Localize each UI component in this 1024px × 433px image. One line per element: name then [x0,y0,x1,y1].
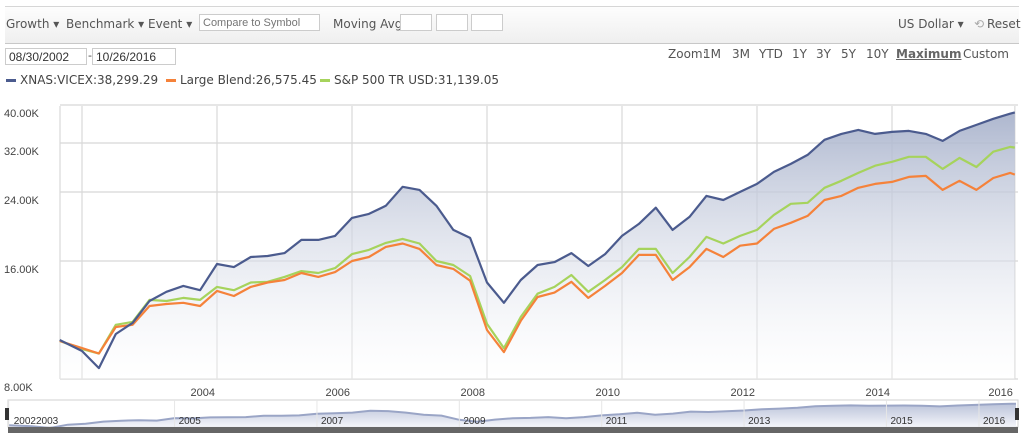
legend-item-large-blend[interactable]: Large Blend:26,575.45 [166,73,317,87]
benchmark-dropdown[interactable]: Benchmark ▾ [66,17,145,31]
series-line-xnas-vicex [59,111,1016,370]
legend-swatch [6,79,16,82]
navigator-label: 2007 [321,416,344,427]
moving-avg-input-2[interactable] [436,14,468,31]
legend-swatch [166,79,176,82]
chart-toolbar: Growth ▾ Benchmark ▾ Event ▾ Moving Avg … [5,6,1021,44]
zoom-1m[interactable]: 1M [703,47,721,61]
compare-symbol-input[interactable] [199,14,320,31]
navigator-label: 2005 [179,416,202,427]
zoom-maximum[interactable]: Maximum [896,47,962,61]
navigator-label: 2015 [890,416,913,427]
event-dropdown[interactable]: Event ▾ [148,17,193,31]
x-tick-label: 2016 [988,387,1012,399]
moving-avg-input-1[interactable] [400,14,432,31]
navigator-line [8,402,1017,430]
end-date-input[interactable] [92,48,176,65]
legend-label: XNAS:VICEX:38,299.29 [20,73,159,87]
zoom-10y[interactable]: 10Y [866,47,889,61]
x-tick-label: 2008 [461,387,485,399]
x-tick-label: 2006 [326,387,350,399]
y-tick-label: 40.00K [4,108,40,120]
x-tick-label: 2010 [596,387,620,399]
reset-button[interactable]: Reset [987,17,1021,31]
navigator-label: 2013 [748,416,771,427]
y-tick-label: 24.00K [4,195,40,207]
zoom-ytd[interactable]: YTD [759,47,783,61]
legend-label: Large Blend:26,575.45 [180,73,317,87]
zoom-label: Zoom: [668,47,707,61]
series-area-xnas-vicex [59,112,1015,380]
series-line-s-p-500-tr-usd [59,145,1015,355]
zoom-5y[interactable]: 5Y [841,47,856,61]
navigator-label: 2011 [606,416,628,427]
y-tick-label: 16.00K [4,264,40,276]
navigator-label: 2016 [983,416,1006,427]
start-date-input[interactable] [5,48,87,65]
legend-swatch [320,79,330,82]
currency-dropdown[interactable]: US Dollar ▾ [898,17,964,31]
growth-dropdown[interactable]: Growth ▾ [6,17,60,31]
zoom-3m[interactable]: 3M [732,47,750,61]
y-tick-label: 8.00K [4,382,33,394]
navigator-scrollbar[interactable] [8,427,1018,433]
zoom-3y[interactable]: 3Y [816,47,831,61]
x-tick-label: 2014 [866,387,890,399]
moving-avg-label: Moving Avg [333,17,403,31]
legend-label: S&P 500 TR USD:31,139.05 [334,73,499,87]
date-separator: - [88,49,92,62]
moving-avg-input-3[interactable] [471,14,503,31]
legend-item-sp500[interactable]: S&P 500 TR USD:31,139.05 [320,73,499,87]
navigator-label: 2009 [463,416,486,427]
y-tick-label: 32.00K [4,146,40,158]
reset-icon[interactable]: ⟲ [974,17,985,31]
navigator-left-handle[interactable] [5,408,9,420]
legend-item-vicex[interactable]: XNAS:VICEX:38,299.29 [6,73,158,87]
zoom-1y[interactable]: 1Y [792,47,807,61]
zoom-custom[interactable]: Custom [963,47,1009,61]
series-line-large-blend [59,171,1016,355]
navigator-right-handle[interactable] [1015,408,1019,420]
x-tick-label: 2012 [731,387,755,399]
navigator-label: 20022003 [14,416,59,427]
x-tick-label: 2004 [191,387,215,399]
